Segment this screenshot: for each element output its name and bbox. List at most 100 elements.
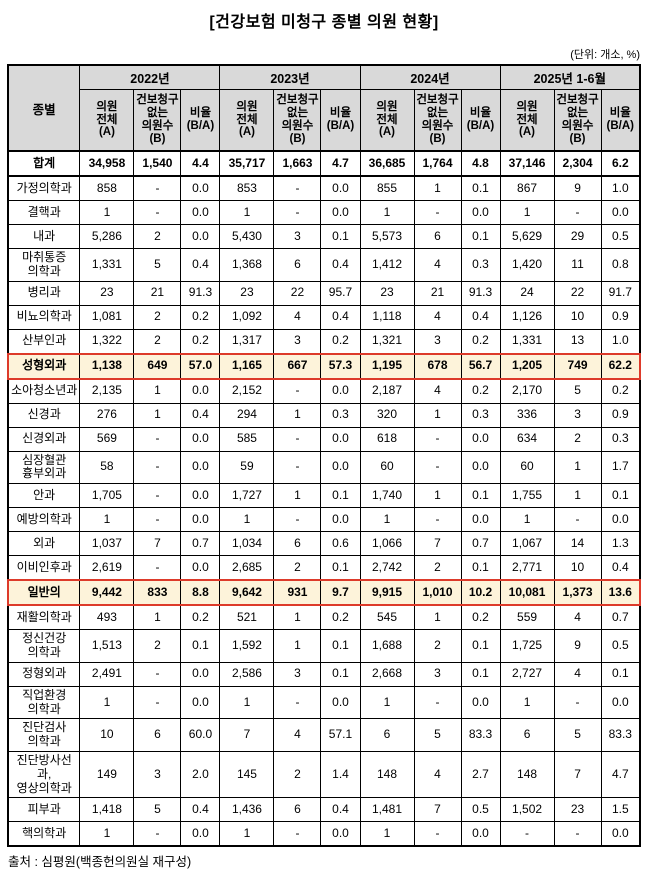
value-cell: 867 [499,175,555,201]
value-cell: 3 [133,750,182,799]
value-cell: 1,420 [499,248,555,282]
value-cell: 545 [359,604,415,631]
value-cell: 6 [273,797,322,823]
value-cell: 2,742 [359,555,415,581]
row-name-cell: 성형외과 [6,352,81,380]
value-cell: 0.0 [180,821,221,847]
value-cell: 1 [413,402,462,428]
value-cell: 2.7 [460,750,501,799]
value-cell: 1.0 [600,328,641,355]
value-cell: 1.0 [600,175,641,201]
value-cell: 4 [273,304,322,330]
value-cell: 634 [499,426,555,452]
value-cell: 1,010 [413,579,462,607]
value-cell: 0.0 [600,200,641,225]
value-cell: 0.1 [460,175,501,201]
value-cell: 91.3 [460,280,501,306]
value-cell: 2,304 [553,150,602,177]
value-cell: 5,286 [79,224,135,249]
value-cell: 1,663 [273,150,322,177]
row-name-cell: 결핵과 [7,200,81,225]
value-cell: 10,081 [499,579,555,607]
value-cell: 13 [553,328,602,355]
year-group-header: 2025년 1-6월 [499,64,641,90]
value-cell: 0.5 [460,797,501,823]
value-cell: 6 [499,718,555,752]
value-cell: 5 [553,718,602,752]
value-cell: 493 [79,604,135,631]
value-cell: 1,165 [219,352,275,380]
row-name-cell: 예방의학과 [7,507,81,533]
value-cell: 0.4 [180,797,221,823]
year-group-header: 2023년 [219,64,361,90]
value-cell: 8.8 [180,579,221,607]
value-cell: 0.1 [460,555,501,581]
value-cell: 0.0 [460,450,501,485]
value-cell: 22 [273,280,322,306]
value-cell: 1 [219,685,275,720]
value-cell: 1 [359,685,415,720]
value-cell: 1 [273,402,322,428]
value-cell: 1,481 [359,797,415,823]
sub-header-cell: 의원 전체 (A) [79,89,135,152]
value-cell: 0.0 [320,685,361,720]
value-cell: 1,092 [219,304,275,330]
row-name-cell: 진단검사 의학과 [7,718,81,752]
value-cell: 2,170 [499,378,555,404]
value-cell: - [133,821,182,847]
value-cell: 0.1 [460,661,501,687]
value-cell: 294 [219,402,275,428]
value-cell: 1,066 [359,531,415,557]
table-row: 피부과 1,418 5 0.4 1,436 6 0.4 1,481 7 0.5 1,502 23 1.5 [7,797,641,823]
value-cell: 10.2 [460,579,501,607]
table-row: 직업환경 의학과 1-0.0 1-0.0 1-0.0 1-0.0 [7,685,641,720]
value-cell: 2 [553,426,602,452]
value-cell: 0.2 [320,328,361,355]
value-cell: 4.4 [180,150,221,177]
table-row: 결핵과 1-0.0 1-0.0 1-0.0 1-0.0 [7,200,641,225]
value-cell: 1,502 [499,797,555,823]
sub-header-cell: 의원 전체 (A) [219,89,275,152]
value-cell: 0.5 [600,224,641,249]
value-cell: - [273,378,322,404]
value-cell: 1,321 [359,328,415,355]
value-cell: 5,629 [499,224,555,249]
sub-header-cell: 건보청구 없는 의원수 (B) [413,89,462,152]
value-cell: 1,317 [219,328,275,355]
year-group-header: 2024년 [359,64,501,90]
value-cell: 0.0 [320,200,361,225]
table-row: 이비인후과 2,619-0.0 2,685 2 0.1 2,742 2 0.1 2,771 10 0… [7,555,641,581]
value-cell: 1,081 [79,304,135,330]
value-cell: 2,771 [499,555,555,581]
value-cell: 3 [273,224,322,249]
value-cell: - [133,507,182,533]
value-cell: 4 [273,718,322,752]
value-cell: 1 [219,507,275,533]
value-cell: 1,592 [219,629,275,663]
value-cell: 667 [273,352,322,380]
value-cell: 148 [499,750,555,799]
value-cell: 855 [359,175,415,201]
value-cell: 10 [553,555,602,581]
value-cell: 24 [499,280,555,306]
year-group-header: 2022년 [79,64,221,90]
value-cell: 1,725 [499,629,555,663]
value-cell: 60 [499,450,555,485]
sub-header-cell: 건보청구 없는 의원수 (B) [273,89,322,152]
value-cell: 6 [413,224,462,249]
row-name-cell: 정신건강 의학과 [7,629,81,663]
value-cell: - [273,821,322,847]
value-cell: 521 [219,604,275,631]
value-cell: 0.2 [460,378,501,404]
value-cell: 1,727 [219,483,275,509]
value-cell: 83.3 [460,718,501,752]
value-cell: 4 [413,248,462,282]
value-cell: 0.0 [460,821,501,847]
value-cell: - [553,200,602,225]
value-cell: 678 [413,352,462,380]
value-cell: 6 [133,718,182,752]
value-cell: 0.0 [600,685,641,720]
value-cell: 4.7 [320,150,361,177]
value-cell: 0.7 [460,531,501,557]
value-cell: 1,034 [219,531,275,557]
